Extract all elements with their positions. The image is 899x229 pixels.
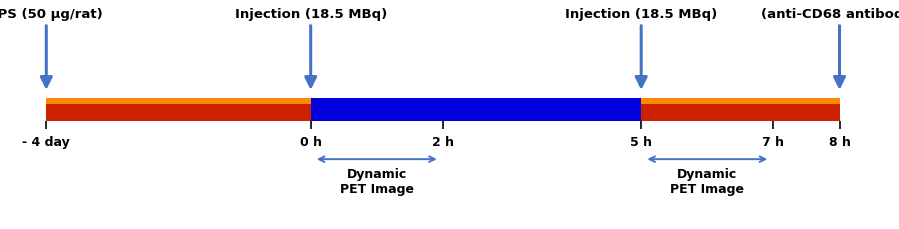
Text: 0 h: 0 h [299, 136, 322, 149]
Text: 7 h: 7 h [762, 136, 785, 149]
Text: Injection (18.5 MBq): Injection (18.5 MBq) [235, 8, 387, 21]
Text: 5 h: 5 h [630, 136, 652, 149]
Bar [641, 98, 840, 121]
Text: 2 h: 2 h [432, 136, 454, 149]
Text: - 4 day: - 4 day [22, 136, 70, 149]
Bar [311, 98, 641, 121]
Bar [641, 98, 840, 104]
Bar [46, 98, 311, 104]
Text: Dynamic
PET Image: Dynamic PET Image [671, 168, 744, 196]
Text: Dynamic
PET Image: Dynamic PET Image [340, 168, 414, 196]
Text: 8 h: 8 h [829, 136, 850, 149]
Bar [46, 98, 311, 121]
Text: Injection (18.5 MBq): Injection (18.5 MBq) [565, 8, 717, 21]
Text: LPS (50 μg/rat): LPS (50 μg/rat) [0, 8, 103, 21]
Text: (anti-CD68 antibody): (anti-CD68 antibody) [761, 8, 899, 21]
